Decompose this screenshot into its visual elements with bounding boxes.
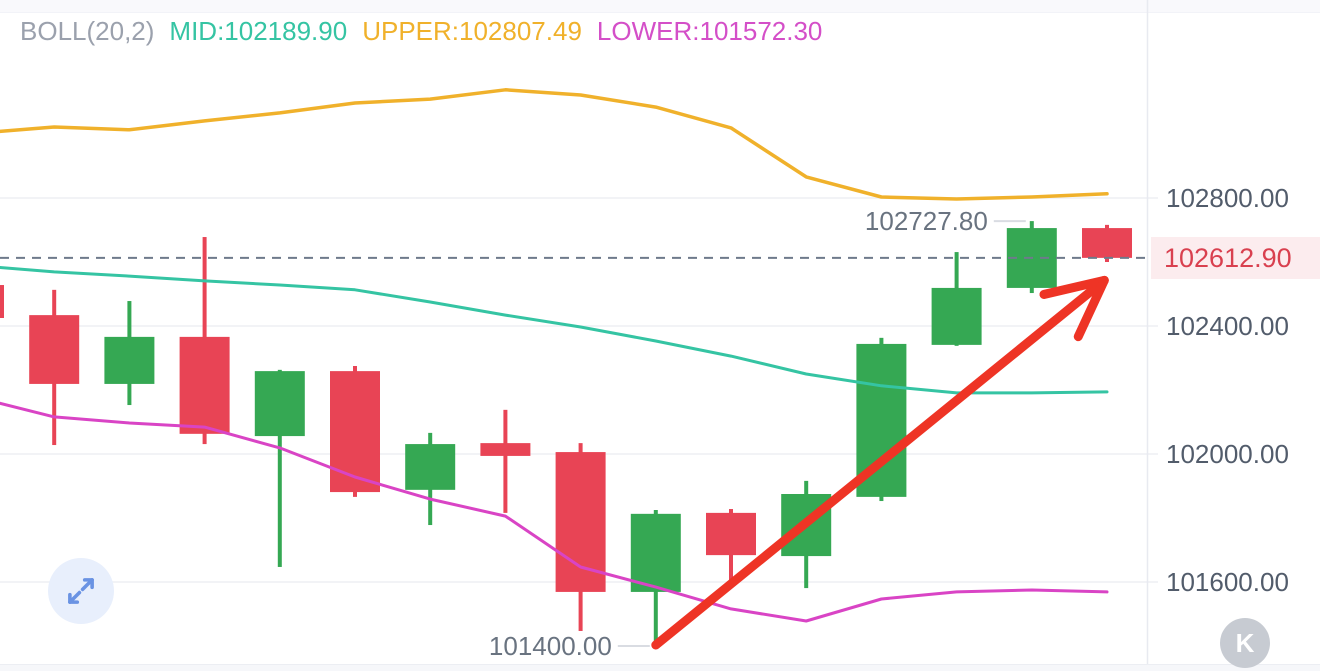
indicator-lower-value: LOWER:101572.30 [596,16,823,46]
candle-wick [277,369,282,567]
price-axis-label: 101600.00 [1166,567,1289,597]
kline-icon: K [1235,628,1255,658]
indicator-mid-value: MID:102189.90 [169,16,348,46]
candle-body [931,287,982,345]
high-price-label: 102727.80 [864,206,988,237]
candle-body [29,315,80,384]
kline-button[interactable]: K [1220,618,1270,668]
indicator-name: BOLL(20,2) [20,16,155,46]
indicator-upper-value: UPPER:102807.49 [362,16,582,46]
candle-body [555,452,606,592]
price-axis-label: 102400.00 [1166,311,1289,341]
mid-band-line [0,265,1109,395]
candle-body [104,336,155,384]
expand-icon [68,578,94,604]
price-axis-label: 102000.00 [1166,439,1289,469]
candle-body [0,285,4,318]
candle-body [480,443,531,456]
trend-arrow-head [1039,275,1109,299]
candle-body [706,512,756,556]
top-strip [0,0,1320,13]
candle-wick [503,409,508,513]
candle-body [630,513,681,592]
upper-band-line [0,88,1109,201]
low-price-label: 101400.00 [488,631,612,661]
current-price-value: 102612.90 [1164,242,1292,273]
candle-body [254,371,305,437]
candle-body [179,336,230,434]
indicator-header: BOLL(20,2) MID:102189.90 UPPER:102807.49… [20,16,822,46]
lower-band-line [0,401,1109,623]
candle-body [405,444,456,490]
trend-arrow-shaft [651,284,1098,650]
trend-arrow-head [1073,275,1109,342]
current-price-badge: 102612.90 [1151,236,1320,279]
candle-body [330,371,380,493]
fullscreen-button[interactable] [48,558,114,624]
price-axis-label: 102800.00 [1166,183,1289,213]
candle-body [1082,228,1132,258]
bottom-strip [0,664,1320,671]
